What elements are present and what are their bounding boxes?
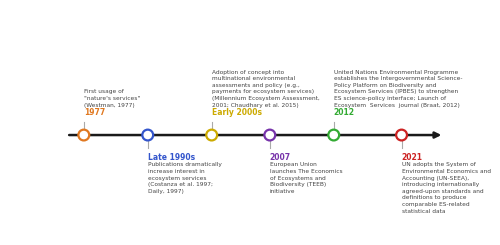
Text: Publications dramatically
increase interest in
ecosystem services
(Costanza et a: Publications dramatically increase inter… — [148, 162, 222, 194]
Ellipse shape — [396, 130, 407, 140]
Text: UN adopts the System of
Environmental Economics and
Accounting (UN-SEEA),
introd: UN adopts the System of Environmental Ec… — [402, 162, 490, 214]
Ellipse shape — [264, 130, 275, 140]
Ellipse shape — [328, 130, 339, 140]
Text: Early 2000s: Early 2000s — [212, 108, 262, 117]
Text: 2007: 2007 — [270, 153, 291, 162]
Text: Late 1990s: Late 1990s — [148, 153, 195, 162]
Text: 2021: 2021 — [402, 153, 422, 162]
Ellipse shape — [142, 130, 153, 140]
Text: First usage of
"nature's services"
(Westman, 1977): First usage of "nature's services" (West… — [84, 89, 140, 108]
Ellipse shape — [78, 130, 89, 140]
Ellipse shape — [206, 130, 217, 140]
Text: Adoption of concept into
multinational environmental
assessments and policy (e.g: Adoption of concept into multinational e… — [212, 70, 320, 108]
Text: European Union
launches The Economics
of Ecosystems and
Biodiversity (TEEB)
init: European Union launches The Economics of… — [270, 162, 342, 194]
Text: 1977: 1977 — [84, 108, 105, 117]
Text: United Nations Environmental Programme
establishes the Intergovernmental Science: United Nations Environmental Programme e… — [334, 70, 462, 108]
Text: 2012: 2012 — [334, 108, 355, 117]
